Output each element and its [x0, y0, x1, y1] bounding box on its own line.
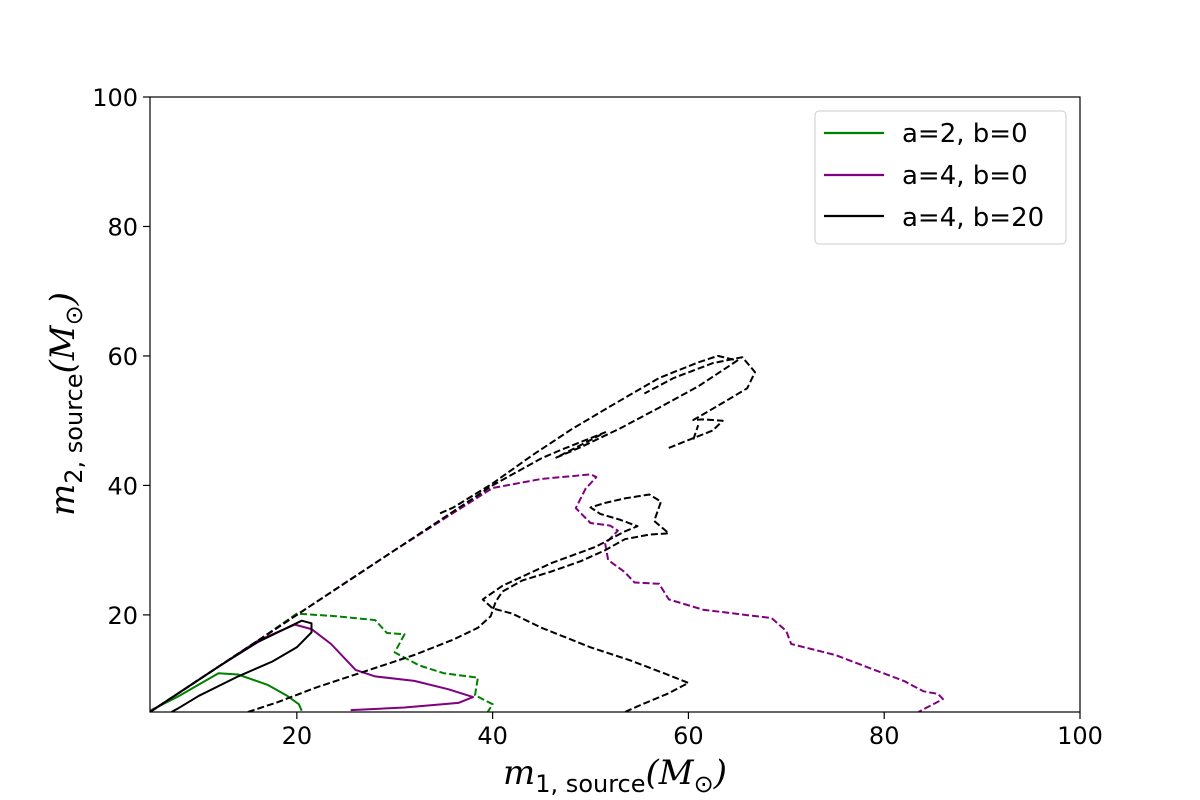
y-axis-label-main: m	[43, 484, 83, 516]
y-axis-label-unit: (M	[43, 324, 83, 373]
y-tick-label: 20	[107, 602, 138, 630]
x-tick-label: 100	[1057, 722, 1103, 750]
x-tick-label: 40	[477, 722, 508, 750]
legend-label-a4-b0: a=4, b=0	[902, 161, 1028, 191]
x-tick-label: 20	[282, 722, 313, 750]
contour-3-5-dashed	[692, 424, 700, 440]
x-tick-label: 60	[673, 722, 704, 750]
legend: a=2, b=0 a=4, b=0 a=4, b=20	[814, 110, 1067, 245]
y-tick-label: 60	[107, 343, 138, 371]
legend-label-a2-b0: a=2, b=0	[902, 119, 1028, 149]
y-axis-label-sun: ⊙	[60, 305, 88, 325]
contour-3-3-dashed	[150, 354, 739, 712]
x-axis-label: m1, source(M⊙)	[503, 753, 727, 798]
y-tick-label: 80	[107, 213, 138, 241]
contour-3-4-dashed	[643, 356, 756, 449]
contour-1-2-dashed	[150, 612, 494, 712]
x-axis-label-main: m	[503, 753, 535, 793]
contour-layer	[150, 354, 944, 712]
legend-label-a4-b20: a=4, b=20	[902, 203, 1044, 233]
plot-frame	[149, 96, 1081, 713]
legend-box	[814, 110, 1067, 245]
contour-1-1-solid	[150, 672, 303, 712]
y-axis: 20 40 60 80 100	[92, 84, 150, 630]
contour-2-2-dashed	[150, 473, 944, 712]
y-tick-label: 40	[107, 472, 138, 500]
contour-2-1-solid	[150, 623, 475, 712]
y-axis-label-close: )	[43, 292, 83, 306]
x-axis-label-subscript: 1, source	[535, 770, 645, 798]
y-tick-label: 100	[92, 84, 138, 112]
y-axis-label: m2, source(M⊙)	[43, 292, 88, 516]
x-axis-label-unit: (M	[646, 753, 695, 793]
x-axis-label-close: )	[713, 753, 727, 793]
contour-3-2-dashed	[247, 493, 690, 712]
y-axis-label-subscript: 2, source	[60, 373, 88, 483]
x-axis-label-sun: ⊙	[694, 770, 714, 798]
x-tick-label: 80	[869, 722, 900, 750]
x-axis: 20 40 60 80 100	[282, 712, 1103, 750]
